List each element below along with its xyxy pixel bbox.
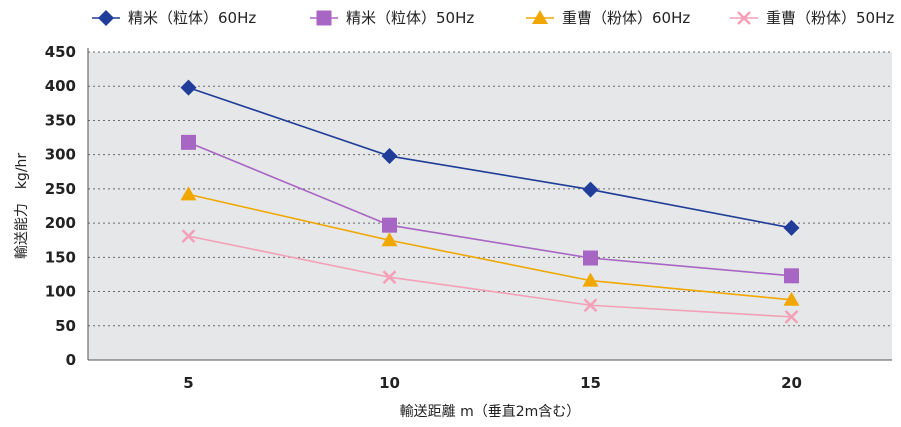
series-line: [188, 141, 792, 277]
y-tick-label: 200: [45, 214, 76, 232]
series-3: [180, 186, 800, 306]
legend-marker: [98, 10, 114, 26]
data-point: [784, 309, 799, 324]
plot-area: [88, 52, 892, 360]
x-tick-label: 5: [183, 374, 193, 392]
series-line: [188, 193, 792, 301]
y-tick-label: 0: [66, 351, 76, 369]
series-4: [181, 229, 799, 324]
data-point: [381, 232, 398, 247]
axes: 0 50 100 150 200 250 300 350 400 450 5 10 15 20: [45, 43, 892, 392]
gridlines: [88, 51, 892, 327]
series-2: [181, 134, 799, 284]
y-tick-label: 100: [45, 283, 76, 301]
data-point: [180, 186, 197, 201]
data-point: [784, 268, 799, 284]
y-tick-label: 400: [45, 77, 76, 95]
legend-marker: [532, 10, 548, 24]
series-group: [180, 79, 800, 324]
data-point: [583, 250, 598, 266]
y-axis-label: 輸送能力 kg/hr: [14, 153, 30, 260]
legend-entry: 精米（粒体）50Hz: [310, 9, 474, 27]
marker-stroke: [181, 229, 196, 243]
legend: 精米（粒体）60Hz 精米（粒体）50Hz 重曹（粉体）60Hz 重曹（粉体）50Hz: [92, 9, 894, 27]
x-axis-label: 輸送距離 m（垂直2m含む）: [400, 403, 581, 420]
series-1: [180, 79, 800, 236]
data-point: [181, 229, 196, 243]
legend-label: 重曹（粉体）50Hz: [766, 9, 894, 27]
marker-stroke: [784, 309, 799, 324]
legend-marker: [737, 11, 751, 25]
x-tick-label: 15: [580, 374, 601, 392]
data-point: [382, 217, 397, 233]
legend-entry: 重曹（粉体）60Hz: [526, 9, 690, 27]
legend-entry: 精米（粒体）60Hz: [92, 9, 256, 27]
series-line: [188, 86, 792, 229]
marker-stroke: [583, 298, 598, 313]
marker-stroke: [737, 11, 751, 25]
data-point: [582, 272, 599, 287]
legend-label: 精米（粒体）50Hz: [346, 9, 474, 27]
legend-marker: [316, 10, 332, 26]
x-tick-label: 20: [781, 374, 802, 392]
marker-stroke: [382, 270, 397, 285]
y-tick-label: 50: [55, 317, 76, 335]
data-point: [180, 79, 197, 96]
x-tick-label: 10: [379, 374, 400, 392]
y-tick-label: 150: [45, 248, 76, 266]
data-point: [382, 270, 397, 285]
data-point: [783, 291, 800, 306]
legend-entry: 重曹（粉体）50Hz: [730, 9, 894, 27]
data-point: [381, 148, 398, 165]
y-tick-label: 450: [45, 43, 76, 61]
y-tick-label: 300: [45, 146, 76, 164]
legend-label: 重曹（粉体）60Hz: [562, 9, 690, 27]
y-tick-label: 350: [45, 111, 76, 129]
legend-label: 精米（粒体）60Hz: [128, 9, 256, 27]
data-point: [582, 181, 599, 198]
data-point: [583, 298, 598, 313]
data-point: [181, 134, 196, 150]
data-point: [783, 219, 800, 236]
y-tick-label: 250: [45, 180, 76, 198]
series-line: [188, 235, 792, 318]
